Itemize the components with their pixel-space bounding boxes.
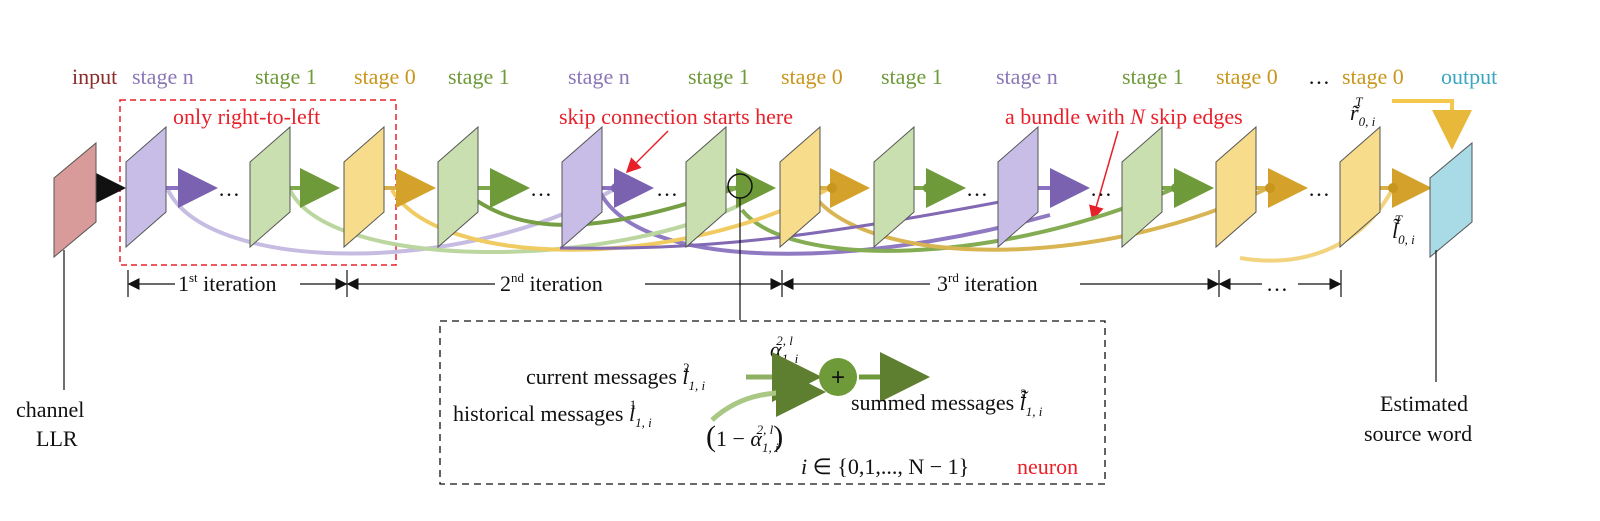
bundle-label: a bundle with N skip edges — [1005, 104, 1243, 129]
stage-label: stage 0 — [1216, 64, 1278, 89]
historical-messages-label: historical messages l1, i1 — [453, 397, 652, 430]
stage-label: stage 1 — [688, 64, 750, 89]
skip-arc-purple-dark — [559, 198, 1011, 250]
stage-label: stage 0 — [1342, 64, 1404, 89]
junction-dot — [923, 183, 933, 193]
layer-ellipses: … … … … … … — [218, 176, 1330, 201]
summed-messages-label: summed messages l̃1, i2 — [851, 386, 1043, 419]
layer-stage-0 — [343, 125, 385, 249]
ellipsis: … — [1308, 176, 1330, 201]
index-domain-label: i ∈ {0,1,..., N − 1} — [801, 454, 969, 479]
layer-stage-n — [997, 125, 1039, 249]
neuron-detail-box — [439, 320, 1106, 485]
ellipsis: … — [1090, 176, 1112, 201]
iteration-ellipsis: … — [1266, 271, 1288, 296]
stage-label: stage n — [996, 64, 1058, 89]
junction-dot — [1388, 183, 1398, 193]
current-messages-label: current messages l1, i2 — [526, 360, 706, 393]
layer-stage-1 — [1121, 125, 1163, 249]
skip-arc-purple-light — [166, 186, 618, 256]
layer-stage-0 — [779, 125, 821, 249]
r-tilde-label: r̃0, iT — [1350, 94, 1376, 129]
ellipsis: … — [218, 176, 240, 201]
skip-arcs — [166, 184, 1395, 263]
junction-dot — [1265, 183, 1275, 193]
junction-dots — [611, 183, 1398, 193]
one-minus-alpha-label: (1 − α1, i2, l) — [706, 420, 783, 455]
junction-dot — [827, 183, 837, 193]
ellipsis: … — [966, 176, 988, 201]
layer-stage-1 — [873, 125, 915, 249]
junction-dot — [1171, 183, 1181, 193]
stage-label: stage 1 — [255, 64, 317, 89]
output-label: output — [1441, 64, 1497, 89]
bundle-pointer — [1089, 130, 1119, 221]
skip-arc-green — [740, 186, 1176, 253]
stage-label: stage 1 — [881, 64, 943, 89]
stage-label: stage 1 — [1122, 64, 1184, 89]
input-label: input — [72, 64, 117, 89]
stage-label: stage 0 — [354, 64, 416, 89]
layer-stage-n — [561, 125, 603, 249]
layer-stage-1 — [685, 125, 727, 249]
skip-arc-yellow — [808, 186, 1269, 252]
llr-label: LLR — [36, 426, 78, 451]
l-tilde-label: l̃0, iT — [1392, 212, 1415, 247]
junction-dot — [611, 183, 621, 193]
ellipsis: … — [656, 176, 678, 201]
iteration-brackets — [127, 270, 1342, 297]
output-feedback-arrow — [1392, 99, 1472, 150]
stage-label: stage 0 — [781, 64, 843, 89]
skip-connection-pointer — [625, 130, 669, 174]
ellipsis: … — [530, 176, 552, 201]
output-layer — [1429, 141, 1473, 259]
plus-icon: + — [831, 364, 845, 391]
stage-label: stage n — [568, 64, 630, 89]
layer-stage-0 — [1339, 125, 1381, 249]
iteration-2-label: 2nd iteration — [500, 270, 603, 296]
layer-stage-1 — [249, 125, 291, 249]
iteration-1-label: 1st iteration — [178, 270, 276, 296]
stage-label: stage 1 — [448, 64, 510, 89]
junction-dot — [735, 183, 745, 193]
alpha-label: α1, i2, l — [770, 333, 799, 366]
estimated-label: Estimated — [1380, 391, 1468, 416]
source-word-label: source word — [1364, 421, 1472, 446]
layer-stage-n — [125, 125, 167, 249]
skip-arc-green-light — [288, 189, 741, 255]
channel-llr-layer — [53, 141, 97, 259]
layer-stage-0 — [1215, 125, 1257, 249]
stage-label: stage n — [132, 64, 194, 89]
ellipsis: … — [1308, 64, 1330, 89]
layers — [53, 125, 1473, 259]
iteration-3-label: 3rd iteration — [937, 270, 1038, 296]
neuron-label: neuron — [1017, 454, 1078, 479]
skip-connection-label: skip connection starts here — [559, 104, 793, 129]
layer-stage-1 — [437, 125, 479, 249]
sum-node — [819, 358, 857, 396]
channel-label: channel — [16, 397, 84, 422]
only-right-to-left-label: only right-to-left — [173, 104, 320, 129]
historical-message-arrow — [710, 366, 826, 422]
